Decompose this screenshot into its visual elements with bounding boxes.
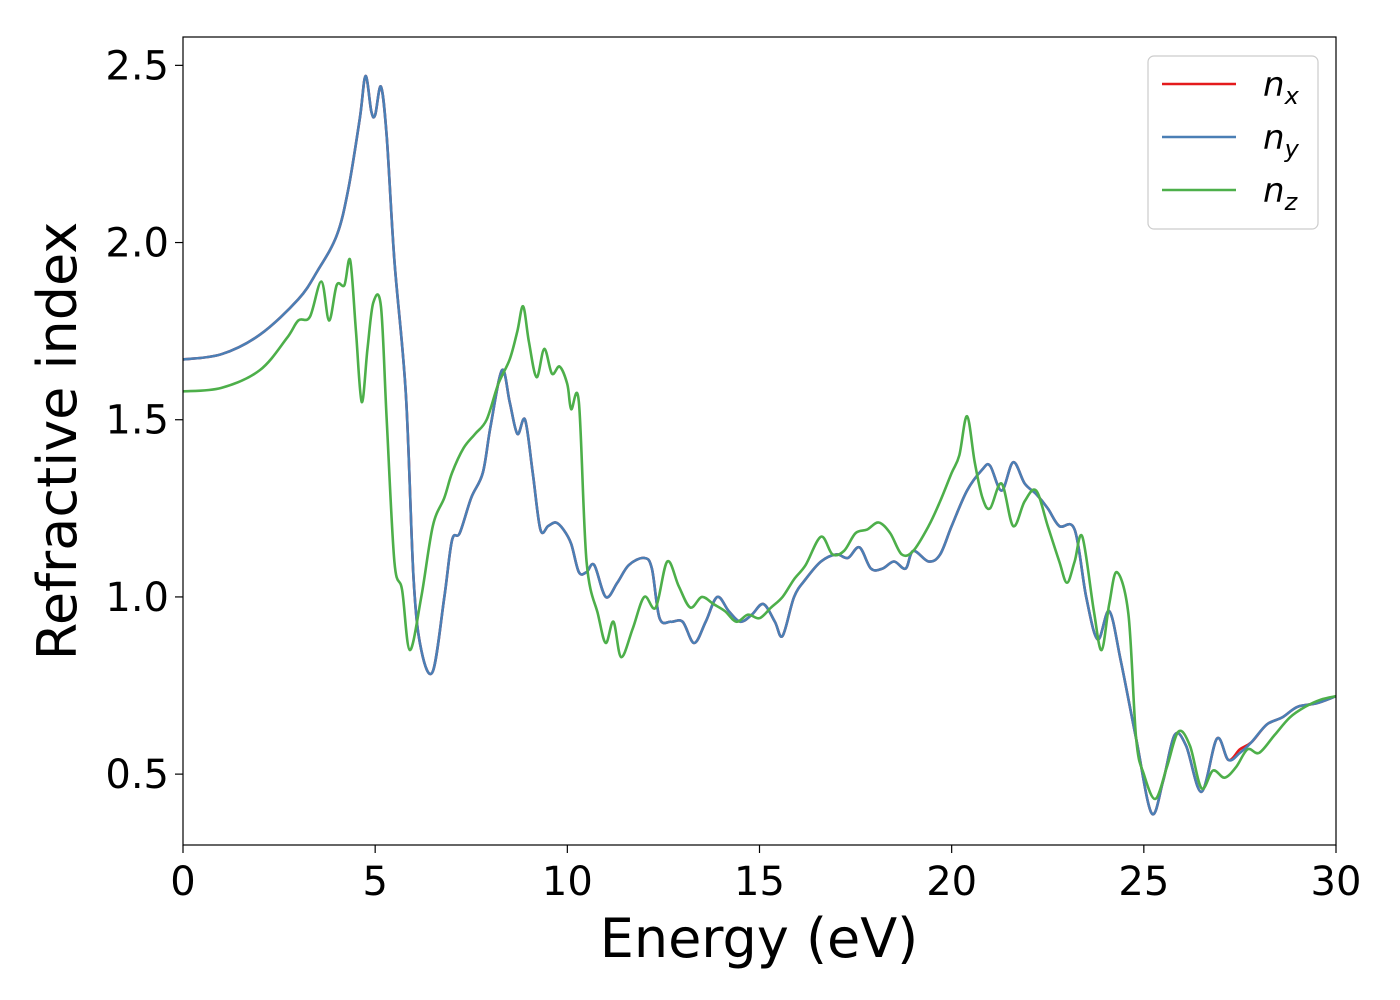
x-tick-label: 15 — [734, 859, 785, 905]
x-tick-label: 0 — [170, 859, 195, 905]
x-tick-label: 10 — [542, 859, 593, 905]
legend-label-nz: nz — [1263, 171, 1299, 216]
y-axis: 0.5 1.0 1.5 2.0 2.5 — [105, 43, 183, 798]
x-axis-label: Energy (eV) — [600, 907, 919, 970]
legend-label-nx: nx — [1263, 65, 1300, 110]
legend-entries: nx ny nz — [1162, 65, 1300, 216]
y-tick-label: 2.5 — [105, 43, 169, 89]
x-tick-label: 20 — [926, 859, 977, 905]
x-axis: 0 5 10 15 20 25 30 — [170, 845, 1361, 905]
y-axis-label: Refractive index — [26, 222, 89, 661]
series-layer — [182, 74, 1337, 816]
x-tick-label: 30 — [1311, 859, 1362, 905]
x-tick-label: 5 — [362, 859, 387, 905]
y-tick-label: 2.0 — [105, 221, 169, 267]
series-line-nz — [182, 257, 1337, 801]
y-tick-label: 1.5 — [105, 398, 169, 444]
x-tick-label: 25 — [1118, 859, 1169, 905]
y-tick-label: 0.5 — [105, 752, 169, 798]
y-tick-label: 1.0 — [105, 575, 169, 621]
legend-box — [1147, 55, 1319, 230]
legend-label-ny: ny — [1263, 118, 1300, 163]
legend: nx ny nz — [1147, 55, 1319, 230]
